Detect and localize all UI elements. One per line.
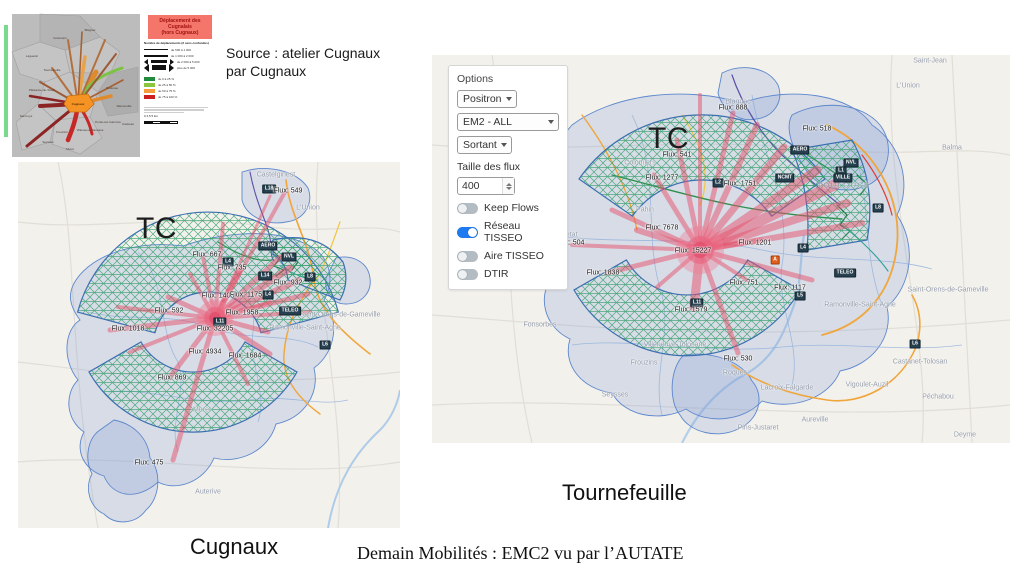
chevron-down-icon xyxy=(548,120,554,124)
arrow-legend-row: de 500 à 1 000 xyxy=(144,47,192,52)
chevron-down-icon xyxy=(500,143,507,147)
cugnaux-map[interactable]: TC Castelginest L'Union Saint-Orens-de-Gam… xyxy=(18,162,400,528)
color-legend-row: de 0 à 25 % xyxy=(144,76,216,82)
toggle-label: Réseau TISSEO xyxy=(484,220,523,244)
cugnaux-origin-blob xyxy=(63,93,95,113)
tc-zone-label: TC xyxy=(136,212,177,245)
toggle-label: Aire TISSEO xyxy=(484,250,544,262)
toggle-row-reseau-tisseo: Réseau TISSEO xyxy=(457,220,559,244)
caption-tournefeuille: Tournefeuille xyxy=(562,480,687,505)
chevron-down-icon xyxy=(505,97,512,101)
cugnaux-map-canvas xyxy=(18,162,400,528)
slide-edge-bar xyxy=(4,25,8,137)
toggle-row-aire-tisseo: Aire TISSEO xyxy=(457,250,559,262)
keep-flows-toggle[interactable] xyxy=(457,202,478,214)
options-panel: Options Positron EM2 - ALL Sortant Taill… xyxy=(448,65,568,290)
scalebar xyxy=(144,121,178,124)
number-stepper[interactable] xyxy=(502,178,514,194)
scalebar-labels: 0 2,5 5 km xyxy=(144,114,159,118)
direction-select[interactable]: Sortant xyxy=(457,136,512,154)
dataset-select[interactable]: EM2 - ALL xyxy=(457,113,559,131)
tournefeuille-map-canvas xyxy=(432,55,1010,443)
arrow-legend-row: plus de 5 000 xyxy=(144,63,216,72)
arrow-legend-title: Nombre de déplacements (2 sens confondus… xyxy=(144,41,209,45)
flux-size-label: Taille des flux xyxy=(457,161,521,173)
stepper-up-icon xyxy=(505,182,512,186)
color-legend-row: de 75 à 100 % xyxy=(144,94,216,100)
inset-legend-title: Déplacement des Cugnalais (hors Cugnaux) xyxy=(148,15,212,39)
inset-footnote xyxy=(144,106,208,108)
flow-spokes xyxy=(107,190,312,463)
dtir-toggle[interactable] xyxy=(457,268,478,280)
inset-map-canvas xyxy=(11,13,140,157)
arrow-legend-row: de 2 000 à 5 000 xyxy=(144,58,216,65)
reseau-tisseo-toggle[interactable] xyxy=(457,226,478,238)
caption-cugnaux: Cugnaux xyxy=(190,534,279,559)
arrow-legend-row: de 1 000 à 2 000 xyxy=(144,53,216,59)
toggle-row-dtir: DTIR xyxy=(457,268,559,280)
stepper-down-icon xyxy=(505,186,512,190)
source-note: Source : atelier Cugnaux par Cugnaux xyxy=(226,45,381,79)
tc-fan-south xyxy=(573,259,801,357)
flow-origin xyxy=(197,300,233,336)
tc-zone-label: TC xyxy=(648,122,689,155)
flux-size-input[interactable]: 400 xyxy=(457,177,515,195)
toggle-row-keep-flows: Keep Flows xyxy=(457,202,559,214)
color-legend-row: de 25 à 50 % xyxy=(144,82,216,88)
options-title: Options xyxy=(457,73,494,85)
color-legend-row: de 50 à 75 % xyxy=(144,88,216,94)
tournefeuille-map[interactable]: TC Saint-Jean L'Union Blagnac Balma Colomier… xyxy=(432,55,1010,443)
aire-tisseo-toggle[interactable] xyxy=(457,250,478,262)
flow-origin xyxy=(676,226,724,274)
basemap-select[interactable]: Positron xyxy=(457,90,517,108)
toggle-label: DTIR xyxy=(484,268,509,280)
toggle-label: Keep Flows xyxy=(484,202,539,214)
inset-flow-map: Blagnac Colomiers Léguevin Tournefeuille Tou… xyxy=(10,12,218,159)
footer-title: Demain Mobilités : EMC2 vu par l’AUTATE xyxy=(357,543,684,563)
flow-spokes xyxy=(570,93,865,356)
inset-legend: Déplacement des Cugnalais (hors Cugnaux)… xyxy=(144,14,216,157)
